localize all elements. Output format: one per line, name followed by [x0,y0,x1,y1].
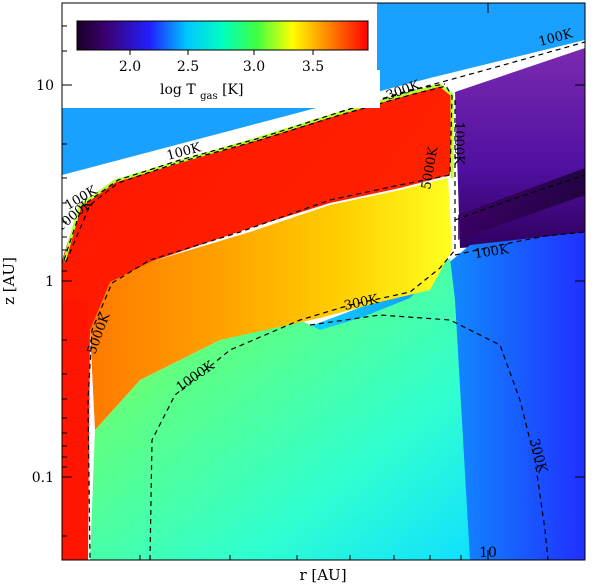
y-ticks [62,25,585,537]
contour-300K-upper [339,83,446,113]
colorbar-tick-3.0: 3.0 [243,59,265,75]
contour-label-100K-outer: 100K [473,242,510,262]
x-tick-label-10: 10 [479,545,497,561]
contour-outer [454,174,585,221]
colorbar-backing-tail [290,70,380,108]
contour-1000K [149,249,456,560]
colorbar-tick-2.0: 2.0 [119,59,141,75]
colorbar-tick-3.5: 3.5 [302,59,324,75]
colorbar: 2.0 2.5 3.0 3.5 log T gas [K] [76,20,369,103]
contour-label-1000K-right: 1000K [451,122,466,165]
colorbar-title-main: log T [160,82,196,98]
colorbar-title-sub: gas [200,91,218,102]
contour-label-5000K-right: 5000K [419,146,441,191]
colorbar-title-unit: [K] [222,82,243,98]
colorbar-title: log T gas [K] [160,82,243,103]
contour-300K [309,314,549,560]
y-tick-label-10: 10 [36,78,54,94]
colorbar-gradient [76,20,369,51]
colorbar-ticks [129,50,314,55]
contour-5000K [65,85,453,560]
contour-100K-lower [454,231,585,256]
plot-area: 100K 100K 100K 100K 300K 300K 300K 1000K… [62,3,585,560]
inner-rim-region [62,300,88,560]
midplane-region [90,258,470,560]
colorbar-tick-2.5: 2.5 [177,59,199,75]
warm-interior-region [90,178,452,430]
contour-lines [63,41,585,560]
x-axis-label: r [AU] [299,566,346,584]
hot-layer-region [62,84,452,560]
y-tick-label-0.1: 0.1 [32,470,54,486]
contour-label-300K-mid: 300K [343,292,380,314]
y-tick-label-1: 1 [45,274,54,290]
contour-100K-upper [63,41,585,261]
y-axis-label: z [AU] [0,257,18,305]
x-ticks [139,3,489,560]
